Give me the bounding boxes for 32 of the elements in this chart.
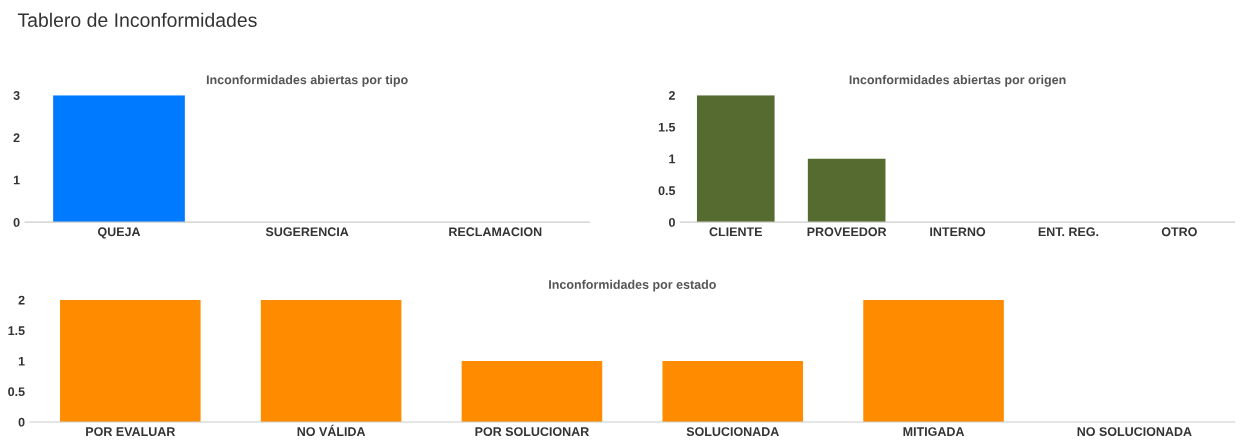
x-tick-label: NO VÁLIDA xyxy=(297,424,366,437)
x-tick-label: SUGERENCIA xyxy=(265,227,349,237)
x-tick-label: MITIGADA xyxy=(903,427,965,437)
chart-title: Inconformidades abiertas por origen xyxy=(849,75,1066,87)
x-tick-label: PROVEEDOR xyxy=(807,227,887,237)
x-tick-label: SOLUCIONADA xyxy=(686,427,779,437)
text: Tablero de Inconformidades xyxy=(17,12,257,28)
y-tick-label: 2 xyxy=(668,91,675,100)
y-tick-label: 0 xyxy=(669,217,675,227)
y-tick-label: 1 xyxy=(13,175,20,185)
x-tick-label: NO SOLUCIONADA xyxy=(1077,427,1192,437)
y-tick-label: 2 xyxy=(13,133,20,143)
chart-title: Inconformidades por estado xyxy=(549,279,716,292)
y-tick-label: 1 xyxy=(669,154,676,164)
x-tick-label: POR SOLUCIONAR xyxy=(475,427,589,437)
x-tick-label: RECLAMACION xyxy=(449,227,542,237)
y-tick-label: 3 xyxy=(13,91,20,100)
x-tick-label: CLIENTE xyxy=(709,227,763,237)
y-tick-label: 0 xyxy=(18,417,25,427)
y-tick-label: 2 xyxy=(18,295,25,305)
y-tick-label: 1.5 xyxy=(8,326,25,336)
y-tick-label: 0 xyxy=(13,217,20,227)
y-tick-label: 0.5 xyxy=(8,387,25,397)
x-tick-label: ENT. REG. xyxy=(1038,227,1099,237)
y-tick-label: 0.5 xyxy=(658,186,676,196)
chart-title: Inconformidades abiertas por tipo xyxy=(206,75,408,87)
x-tick-label: POR EVALUAR xyxy=(86,427,176,437)
x-tick-label: INTERNO xyxy=(930,227,986,237)
y-tick-label: 1.5 xyxy=(658,122,676,132)
x-tick-label: OTRO xyxy=(1161,227,1197,237)
y-tick-label: 1 xyxy=(18,356,25,366)
x-tick-label: QUEJA xyxy=(97,227,141,239)
